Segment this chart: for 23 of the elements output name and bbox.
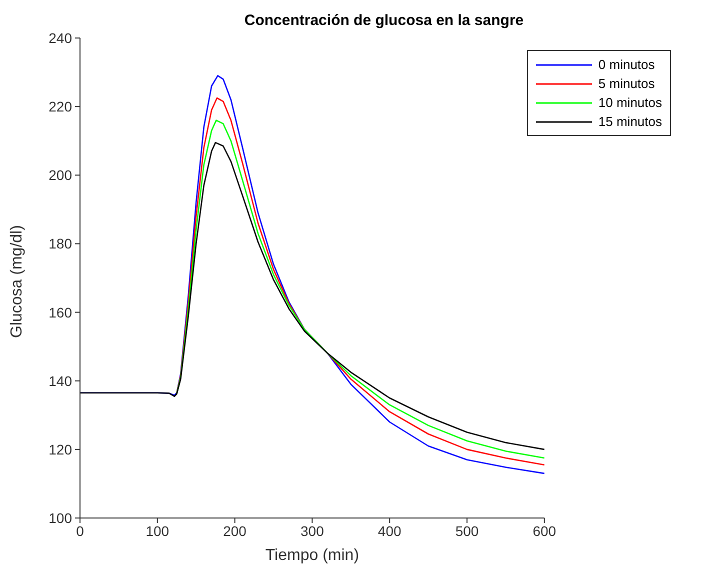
y-axis-title: Glucosa (mg/dl): [8, 225, 26, 338]
legend-label: 15 minutos: [598, 114, 662, 129]
x-tick-label: 200: [223, 522, 247, 539]
y-tick-label: 100: [48, 510, 72, 526]
x-tick-label: 400: [378, 522, 402, 539]
legend-label: 10 minutos: [598, 95, 662, 110]
y-tick-label: 240: [48, 30, 72, 46]
y-tick-label: 220: [48, 98, 72, 115]
y-tick-label: 200: [48, 167, 72, 184]
y-tick-label: 120: [48, 441, 72, 458]
line-series: [80, 142, 544, 450]
x-axis-title: Tiempo (min): [265, 547, 360, 564]
y-tick-label: 160: [48, 304, 72, 320]
chart-title: Concentración de glucosa en la sangre: [243, 12, 525, 29]
legend-label: 0 minutos: [598, 57, 655, 72]
y-tick-label: 140: [48, 372, 72, 389]
x-tick-label: 500: [455, 522, 479, 539]
x-tick-label: 0: [76, 522, 84, 539]
x-tick-label: 300: [300, 522, 324, 539]
x-tick-label: 600: [532, 522, 556, 539]
y-tick-label: 180: [48, 236, 72, 252]
x-tick-label: 100: [146, 522, 170, 539]
legend-label: 5 minutos: [598, 76, 655, 91]
